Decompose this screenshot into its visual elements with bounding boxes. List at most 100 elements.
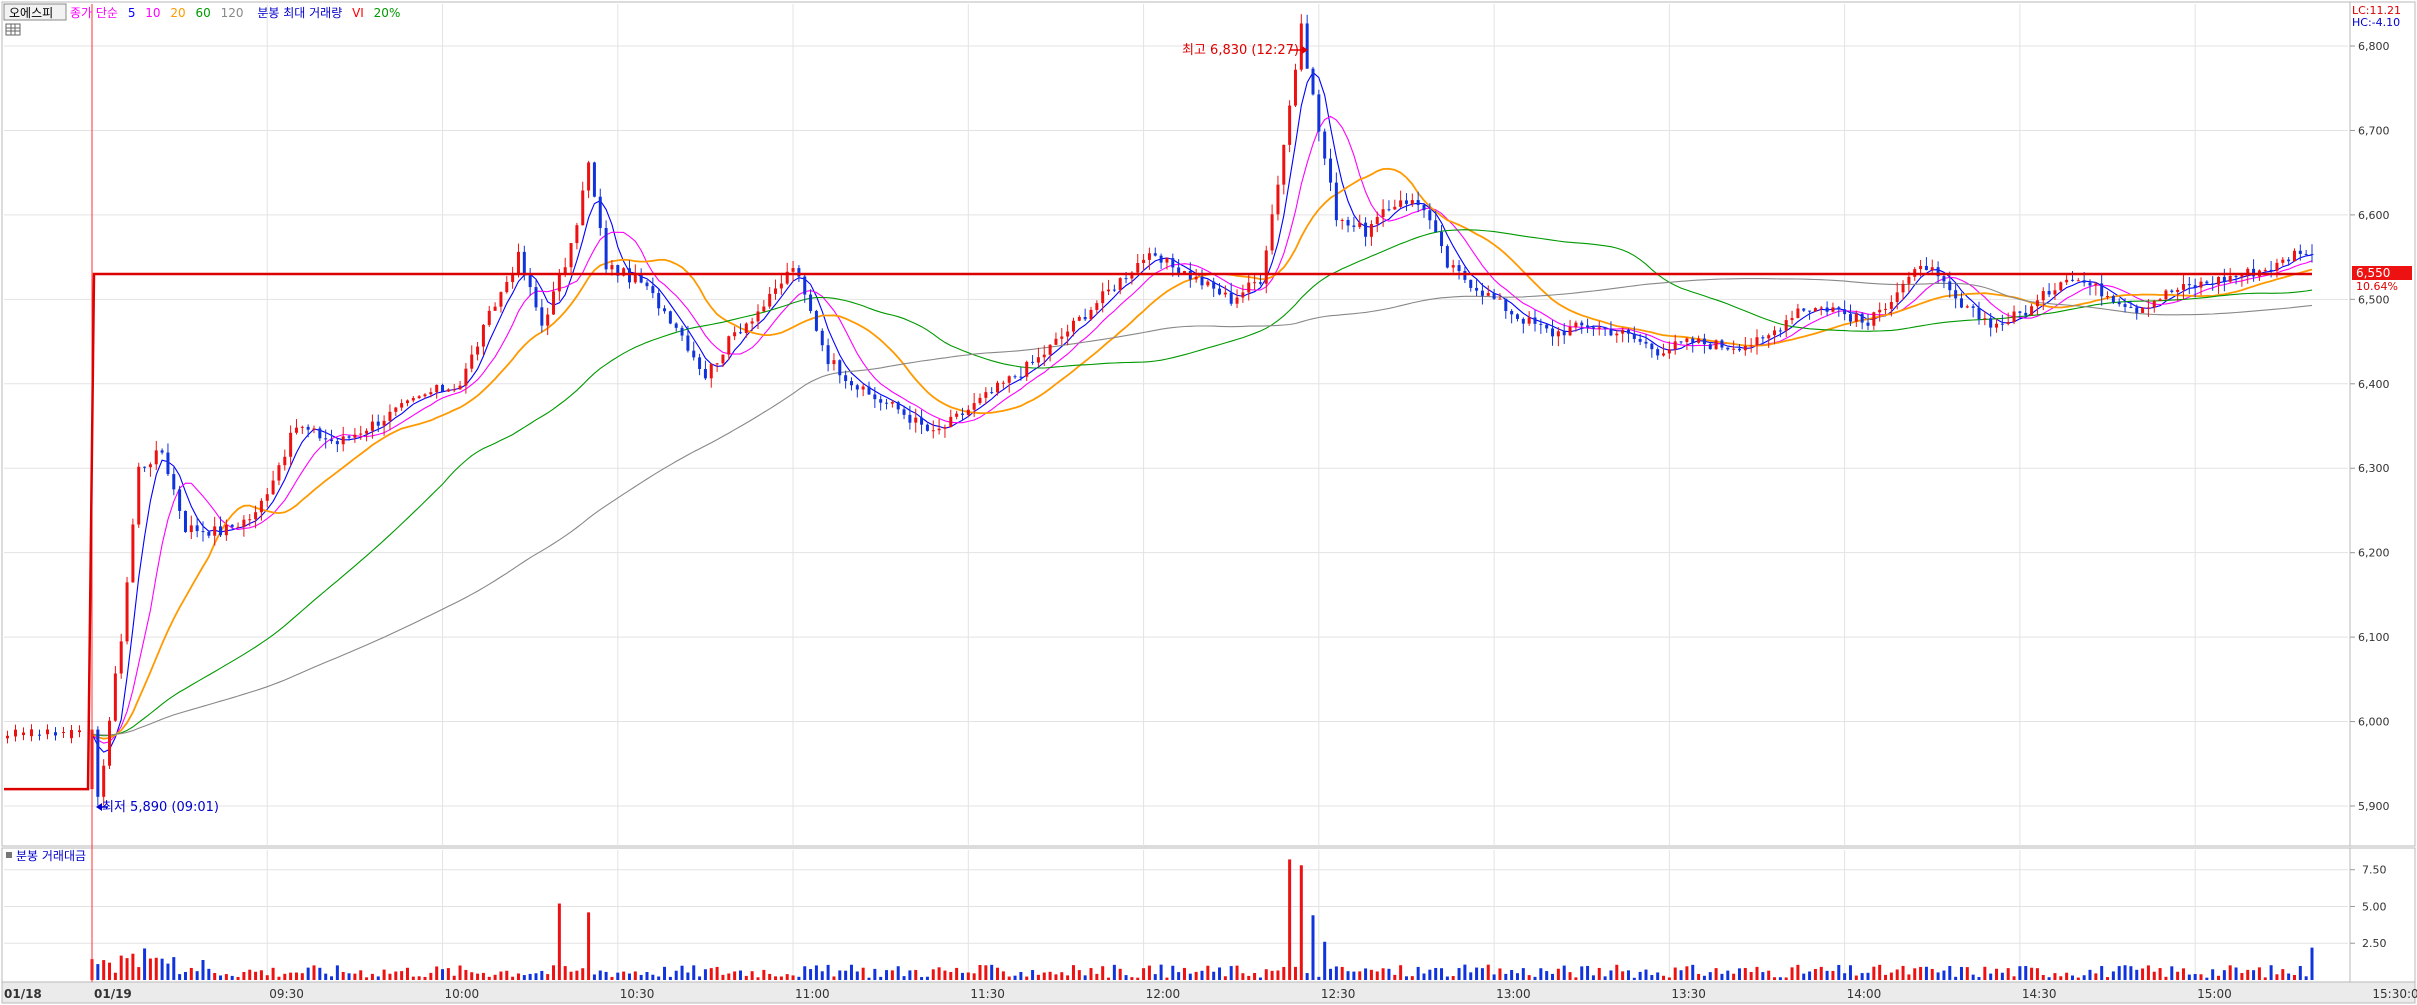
candle-body xyxy=(300,426,304,428)
candle-body xyxy=(1165,258,1169,263)
volume-bar xyxy=(587,912,591,980)
volume-bar xyxy=(1142,968,1146,980)
candle-body xyxy=(1130,272,1134,279)
volume-bar xyxy=(709,968,713,980)
ma-label: 종가 단순 xyxy=(70,6,118,20)
candle-body xyxy=(668,311,672,324)
candle-body xyxy=(680,327,684,336)
volume-bar xyxy=(1060,972,1064,980)
ma-20: 20 xyxy=(170,6,185,20)
candle-body xyxy=(663,308,667,312)
candle-body xyxy=(476,346,480,355)
candle-body xyxy=(1825,307,1829,312)
volume-bar xyxy=(569,971,573,980)
volume-bar xyxy=(2059,976,2063,980)
candle-body xyxy=(1755,337,1759,346)
candle-body xyxy=(879,399,883,403)
volume-bar xyxy=(727,973,731,980)
current-price-tag xyxy=(2352,266,2412,280)
volume-bar xyxy=(1130,977,1134,980)
volume-bar xyxy=(2053,973,2057,980)
candle-body xyxy=(651,286,655,294)
candle-body xyxy=(692,350,696,358)
candle-body xyxy=(271,480,275,495)
current-price: 6,550 xyxy=(2356,266,2390,280)
volume-bar xyxy=(1329,968,1333,980)
candle-body xyxy=(960,413,964,415)
volume-bar xyxy=(931,969,935,980)
candle-body xyxy=(201,531,205,533)
volume-bar xyxy=(1644,969,1648,980)
volume-bar xyxy=(785,974,789,980)
volume-bar xyxy=(1907,974,1911,980)
volume-bar xyxy=(2269,965,2273,980)
volume-bar xyxy=(890,970,894,980)
candle-body xyxy=(861,386,865,390)
volume-bar xyxy=(844,970,848,980)
volume-bar xyxy=(143,948,147,980)
candle-body xyxy=(1872,312,1876,326)
candle-body xyxy=(1107,289,1111,292)
price-panel xyxy=(1,1,2351,847)
panel-collapse-icon[interactable] xyxy=(6,852,12,858)
candle-body xyxy=(920,417,924,425)
candle-body xyxy=(2024,312,2028,316)
candle-body xyxy=(803,276,807,295)
high-arrow-icon xyxy=(1290,46,1308,54)
candle-body xyxy=(826,345,830,365)
candle-body xyxy=(207,531,211,536)
candle-body xyxy=(1644,341,1648,344)
volume-bar xyxy=(1364,968,1368,980)
volume-bar xyxy=(2047,977,2051,980)
volume-bar xyxy=(1323,941,1327,980)
candle-body xyxy=(1737,348,1741,351)
low-arrow-icon xyxy=(96,803,108,811)
volume-bar xyxy=(1165,977,1169,980)
candle-body xyxy=(2100,283,2104,297)
volume-bar xyxy=(1884,974,1888,980)
candle-body xyxy=(154,450,158,465)
volume-bar xyxy=(855,971,859,980)
volume-bar xyxy=(1031,970,1035,980)
volume-bar xyxy=(738,970,742,980)
volume-bar xyxy=(552,965,556,980)
volume-bar xyxy=(1247,975,1251,980)
volume-bar xyxy=(2205,977,2209,980)
volume-bar xyxy=(2164,976,2168,980)
candle-body xyxy=(1375,216,1379,225)
candle-body xyxy=(762,306,766,312)
volume-bar xyxy=(1936,972,1940,980)
candle-body xyxy=(487,310,491,325)
volume-bar xyxy=(861,967,865,980)
volume-bar xyxy=(1790,967,1794,980)
volume-bar xyxy=(1895,969,1899,980)
volume-bar xyxy=(1475,967,1479,980)
volume-bar xyxy=(2187,974,2191,980)
volume-bar xyxy=(1545,971,1549,980)
volume-bar xyxy=(680,965,684,980)
volume-bar xyxy=(1293,966,1297,980)
volume-bar xyxy=(1837,964,1841,980)
candle-body xyxy=(820,330,824,346)
volume-bar xyxy=(1515,973,1519,980)
volume-bar xyxy=(668,976,672,980)
candle-body xyxy=(1878,309,1882,313)
candle-body xyxy=(1317,94,1321,132)
candle-body xyxy=(996,382,1000,393)
candle-body xyxy=(1025,361,1029,377)
candle-body xyxy=(616,265,620,276)
candle-body xyxy=(2292,250,2296,262)
volume-bar xyxy=(1200,970,1204,980)
volume-bar xyxy=(1632,977,1636,980)
volume-bar xyxy=(972,973,976,980)
volume-bar xyxy=(1276,970,1280,980)
candle-body xyxy=(1539,323,1543,325)
volume-bar xyxy=(1983,966,1987,980)
price-axis-area xyxy=(2349,1,2416,847)
symbol-box[interactable] xyxy=(3,3,67,21)
candle-body xyxy=(1673,341,1677,350)
grid-icon[interactable] xyxy=(5,23,21,36)
volume-bar xyxy=(335,965,339,980)
candle-body xyxy=(353,434,357,438)
volume-bar xyxy=(2035,968,2039,980)
